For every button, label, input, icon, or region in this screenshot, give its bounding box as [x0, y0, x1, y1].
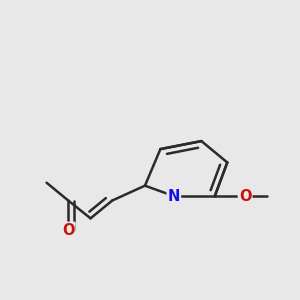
Text: N: N [168, 189, 180, 204]
Text: O: O [239, 189, 251, 204]
Text: O: O [62, 223, 74, 238]
